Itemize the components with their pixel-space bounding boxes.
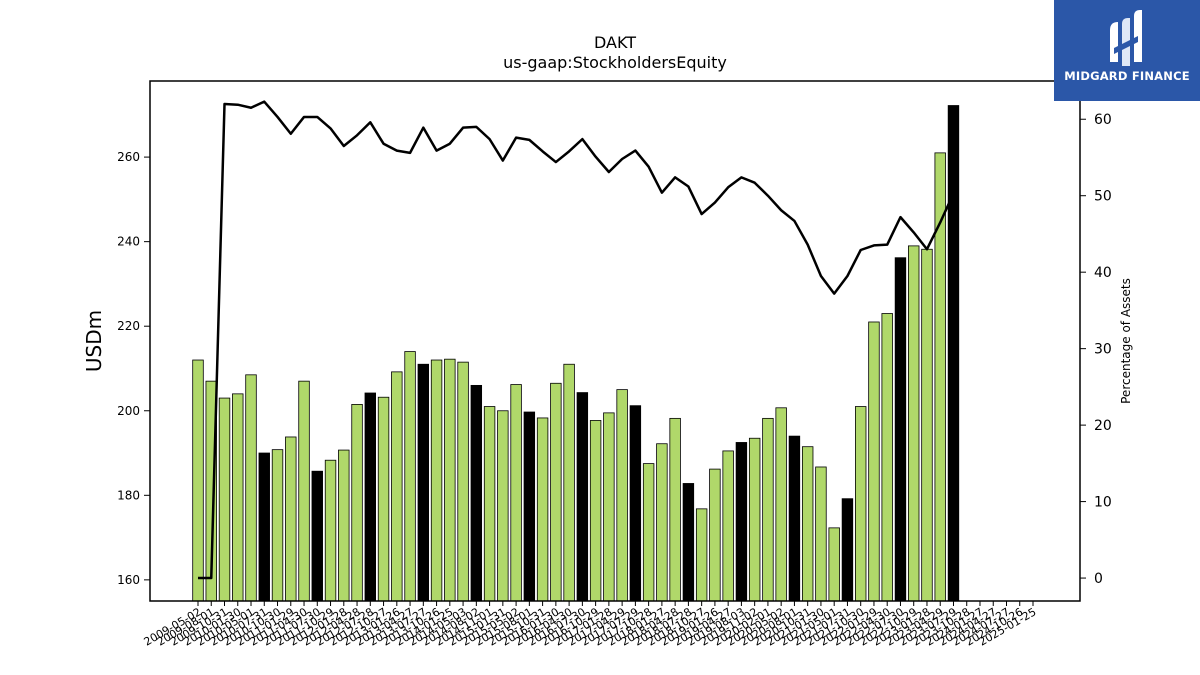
bar-2016-10-29 <box>589 420 602 602</box>
bar-2010-05-01 <box>245 374 257 602</box>
bar-2014-05-03 <box>457 361 469 602</box>
bar-2021-01-30 <box>815 466 827 602</box>
y-tick-label: 160 <box>117 573 140 587</box>
bar-2009-10-31 <box>218 397 231 602</box>
bar-2018-01-27 <box>656 443 668 602</box>
bar-2020-10-31 <box>801 446 814 602</box>
bar-2010-10-30 <box>271 449 284 602</box>
bar-2012-07-28 <box>364 392 377 602</box>
bar-2018-07-28 <box>682 483 695 602</box>
bar-2022-10-29 <box>908 245 920 602</box>
y2-axis-label: Percentage of Assets <box>1119 278 1133 404</box>
bar-2021-07-31 <box>841 498 854 602</box>
bar-2010-07-31 <box>258 452 270 602</box>
bar-2017-04-29 <box>616 389 628 602</box>
bar-2021-05-01 <box>828 527 840 602</box>
y2-tick-label: 0 <box>1094 571 1103 587</box>
bar-2020-05-02 <box>775 407 787 602</box>
y-tick-label: 180 <box>117 488 140 502</box>
logo-text: MIDGARD FINANCE <box>1064 69 1190 83</box>
bar-2011-01-29 <box>285 436 297 602</box>
bar-2013-07-27 <box>417 363 430 602</box>
bar-2017-07-29 <box>629 405 642 602</box>
bar-2011-07-30 <box>311 470 323 602</box>
y-tick-label: 240 <box>117 235 140 249</box>
y2-tick-label: 30 <box>1094 342 1112 358</box>
bar-2010-01-30 <box>232 393 244 602</box>
midgard-logo-mark-icon <box>1110 10 1142 66</box>
bar-2018-10-27 <box>695 508 708 602</box>
bar-2019-01-26 <box>709 468 721 602</box>
bars-group <box>192 105 960 602</box>
bar-2017-10-28 <box>642 463 655 602</box>
axes-group: 16018020022024026001020304050602009-05-0… <box>117 112 1112 648</box>
chart-subtitle: us-gaap:StockholdersEquity <box>503 53 727 72</box>
bar-2013-04-27 <box>404 351 416 602</box>
bar-2013-01-26 <box>391 371 403 602</box>
y-axis-label: USDm <box>82 310 106 372</box>
bar-2011-10-29 <box>324 459 337 602</box>
percentage-line <box>198 100 955 580</box>
bar-2022-01-29 <box>868 321 880 602</box>
bar-2016-01-30 <box>550 382 562 602</box>
bar-2014-11-01 <box>483 406 496 602</box>
chart-title: DAKT <box>594 33 636 52</box>
bar-2014-01-25 <box>444 358 456 602</box>
bar-2015-10-31 <box>536 417 549 602</box>
bar-2014-08-02 <box>470 384 483 602</box>
bar-2020-02-01 <box>762 417 774 602</box>
bar-2017-01-28 <box>603 412 615 602</box>
bar-2015-08-01 <box>523 411 536 602</box>
bar-2011-04-30 <box>298 380 310 602</box>
y2-tick-label: 50 <box>1094 189 1112 205</box>
y2-tick-label: 20 <box>1094 418 1112 434</box>
bar-2019-11-02 <box>748 437 761 602</box>
bar-2012-10-27 <box>377 396 390 602</box>
y-tick-label: 200 <box>117 404 140 418</box>
line-group <box>197 100 955 580</box>
bar-2022-04-30 <box>881 313 893 602</box>
bar-2019-08-03 <box>735 442 748 602</box>
bar-2016-04-30 <box>563 363 575 602</box>
bar-2023-07-29 <box>947 105 960 602</box>
y-tick-label: 260 <box>117 150 140 164</box>
bar-2015-01-31 <box>497 410 509 602</box>
bar-2022-07-30 <box>894 257 907 602</box>
bar-2012-04-28 <box>351 404 363 602</box>
y2-tick-label: 10 <box>1094 495 1112 511</box>
midgard-logo: MIDGARD FINANCE <box>1054 0 1200 101</box>
y2-tick-label: 60 <box>1094 112 1112 128</box>
bar-2009-05-02 <box>192 359 204 602</box>
bar-2023-01-28 <box>921 248 933 602</box>
bar-2018-04-28 <box>669 417 681 602</box>
bar-2019-04-27 <box>722 450 734 602</box>
bar-2015-05-02 <box>510 384 522 602</box>
bar-2021-10-30 <box>855 406 867 602</box>
y2-tick-label: 40 <box>1094 265 1112 281</box>
y-tick-label: 220 <box>117 319 140 333</box>
bar-2020-08-01 <box>788 435 801 602</box>
bar-2013-10-26 <box>430 359 443 602</box>
bar-2012-01-28 <box>338 449 350 602</box>
plot-frame <box>149 80 1081 602</box>
bar-2016-07-30 <box>576 392 589 602</box>
